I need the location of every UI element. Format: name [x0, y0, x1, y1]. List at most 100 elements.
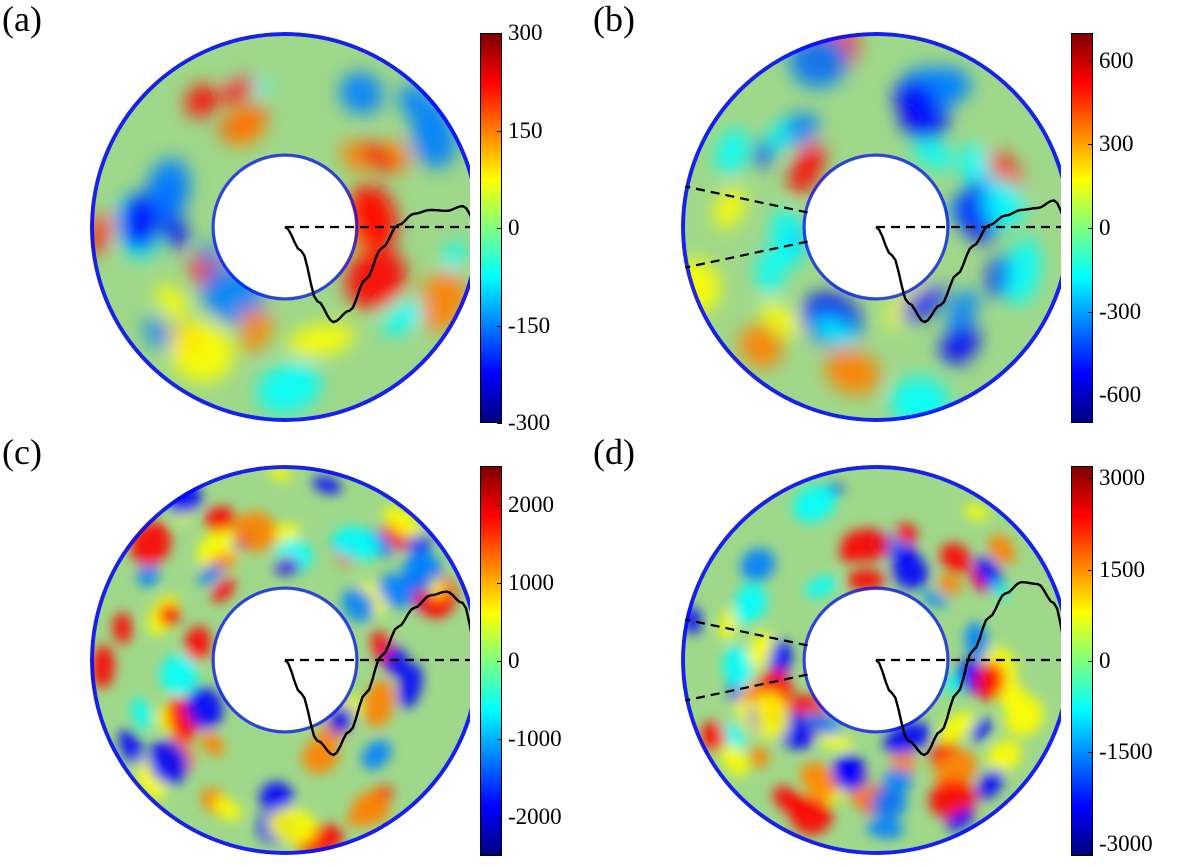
vortex-blob [119, 193, 159, 252]
vortex-blob [719, 723, 745, 751]
vortex-blob [138, 759, 157, 780]
vortex-blob [701, 721, 726, 752]
inner-wall-layer [802, 153, 950, 301]
panel-d: (d) 3000 1500 0 -1500 -3000 [591, 432, 1182, 866]
vortex-blob [767, 640, 793, 675]
velocity-profile-line [284, 590, 470, 757]
vortex-blob [384, 647, 409, 677]
vortex-blob [118, 729, 144, 766]
vortex-blob [753, 692, 790, 740]
vortex-blob [848, 788, 878, 807]
vortex-blob [267, 807, 317, 845]
vortex-blob [982, 179, 1025, 228]
vortex-blob [158, 603, 180, 627]
vortex-blob [722, 645, 753, 690]
vortex-blob [237, 334, 267, 351]
vortex-blob [756, 251, 782, 297]
colorbar-tick-mark [1088, 60, 1093, 62]
vortex-blob [893, 81, 937, 119]
vorticity-field [90, 32, 470, 422]
colorbar-tick-label: 1000 [508, 570, 554, 595]
vortex-blob [939, 711, 974, 743]
vortex-blob [1006, 238, 1041, 306]
colorbar-tick-label: -150 [508, 312, 551, 338]
vortex-blob [146, 158, 191, 220]
vortex-blob [288, 323, 355, 357]
vortex-blob [213, 797, 242, 821]
vortex-blob [960, 144, 996, 191]
outer-wall-layer [681, 32, 1061, 422]
colorbar-tick-label: 150 [508, 117, 543, 143]
vorticity-field [681, 465, 1061, 855]
vortex-blob [714, 187, 745, 229]
vortex-blob [352, 790, 387, 816]
colorbar-tick-mark [497, 583, 502, 584]
colorbar-tick-label: -300 [508, 410, 551, 435]
vortex-blob [805, 576, 837, 598]
vortex-blob [833, 759, 867, 792]
vortex-blob [970, 719, 992, 742]
vortex-blob [890, 377, 950, 428]
colorbar-tick-label: 0 [1099, 215, 1111, 240]
sector-boundary-line [685, 185, 808, 214]
vortex-blob [91, 645, 115, 689]
vortex-blob [947, 289, 979, 330]
vortex-blob [148, 740, 188, 785]
vortex-blob [198, 564, 223, 586]
vortex-blob [825, 348, 880, 395]
colorbar-tick-mark [497, 325, 502, 327]
colorbar-tick-mark [1088, 661, 1093, 662]
vortex-blob [348, 184, 398, 250]
vortex-blob [90, 211, 113, 254]
vortex-blob [913, 140, 955, 169]
panel-c: (c) 2000 1000 0 -1000 -2000 [0, 432, 591, 866]
colorbar-tick-mark [497, 739, 502, 740]
colorbar-tick-label: 600 [1099, 47, 1134, 73]
vortex-blob [900, 283, 946, 323]
vortex-blob [946, 808, 975, 831]
outer-wall-layer [681, 465, 1061, 855]
vortex-blob [211, 578, 235, 603]
colorbar-tick-mark [1088, 752, 1093, 754]
colorbar-tick-mark [497, 423, 502, 424]
vortex-blob [987, 740, 1022, 772]
vortex-blob [964, 504, 989, 521]
vortex-blob [789, 141, 825, 196]
vortex-blob [185, 84, 218, 118]
vortex-blob [715, 128, 749, 175]
vortex-blob [892, 554, 929, 590]
vortex-blob [112, 612, 132, 644]
vortex-blob [185, 687, 224, 729]
panel-a: (a) 300 150 0 -150 -300 [0, 0, 591, 435]
vortex-blob [333, 526, 378, 562]
vortex-blob [339, 72, 383, 115]
vortex-blob [748, 630, 773, 669]
vortex-blob [800, 762, 840, 798]
annulus-plot [681, 465, 1061, 855]
colorbar-tick-label: 300 [1099, 131, 1134, 157]
velocity-profile-line [875, 580, 1061, 757]
colorbar-tick-label: 0 [1099, 648, 1111, 673]
colorbar-tick-label: 3000 [1099, 465, 1145, 491]
vortex-blob [170, 321, 234, 383]
vortex-blob [977, 768, 1004, 800]
vortex-blob [790, 795, 833, 835]
outer-wall-layer [90, 32, 470, 422]
sector-boundary-line [685, 618, 808, 647]
colorbar-tick-label: -1000 [508, 726, 562, 751]
vortex-blob [382, 300, 425, 335]
vortex-blob [398, 663, 423, 709]
vortex-blob [156, 284, 189, 320]
inner-wall-layer [211, 586, 359, 734]
vortex-blob [734, 583, 768, 622]
vorticity-field [670, 25, 1061, 428]
colorbar-tick-label: -3000 [1099, 830, 1153, 856]
colorbar-tick-mark [1088, 395, 1093, 397]
vortex-blob [201, 731, 224, 757]
colorbar-tick-label: 2000 [508, 492, 554, 517]
velocity-profile-line [875, 199, 1061, 324]
vortex-blob [721, 745, 749, 777]
sector-boundary-line [685, 240, 808, 269]
colorbar-tick-label: -1500 [1099, 739, 1153, 765]
vortex-blob [220, 75, 256, 105]
